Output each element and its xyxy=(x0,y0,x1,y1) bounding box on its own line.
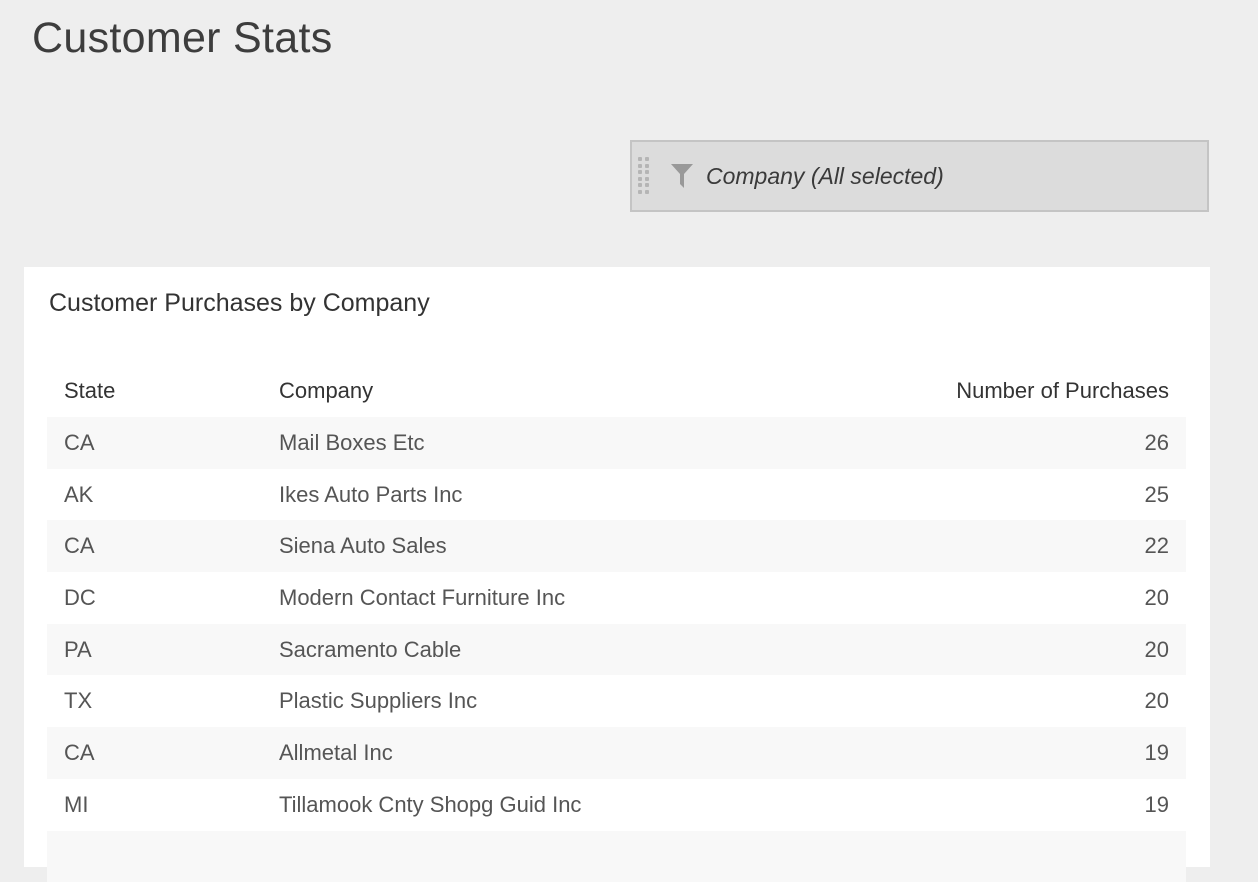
cell-purchases: 22 xyxy=(794,520,1186,572)
cell-state: TX xyxy=(47,675,279,727)
cell-purchases: 20 xyxy=(794,624,1186,676)
cell-purchases: 25 xyxy=(794,469,1186,521)
table-row[interactable]: MI Tillamook Cnty Shopg Guid Inc 19 xyxy=(47,779,1186,831)
table-row[interactable]: DC Modern Contact Furniture Inc 20 xyxy=(47,572,1186,624)
cell-state: CA xyxy=(47,520,279,572)
table-row[interactable]: AK Ikes Auto Parts Inc 25 xyxy=(47,469,1186,521)
cell-company: Plastic Suppliers Inc xyxy=(279,675,794,727)
column-header-company[interactable]: Company xyxy=(279,365,794,417)
cell-purchases: 19 xyxy=(794,779,1186,831)
cell-company: Modern Contact Furniture Inc xyxy=(279,572,794,624)
table-row[interactable]: CA Siena Auto Sales 22 xyxy=(47,520,1186,572)
cell-company: Sacramento Cable xyxy=(279,624,794,676)
cell-company xyxy=(279,831,794,882)
cell-state: DC xyxy=(47,572,279,624)
cell-company: Allmetal Inc xyxy=(279,727,794,779)
page-title: Customer Stats xyxy=(32,14,333,63)
table-row[interactable]: PA Sacramento Cable 20 xyxy=(47,624,1186,676)
funnel-icon xyxy=(670,163,694,189)
cell-state: MI xyxy=(47,779,279,831)
cell-company: Mail Boxes Etc xyxy=(279,417,794,469)
cell-purchases: 20 xyxy=(794,675,1186,727)
cell-state: CA xyxy=(47,727,279,779)
cell-purchases: 26 xyxy=(794,417,1186,469)
cell-company: Siena Auto Sales xyxy=(279,520,794,572)
cell-state: PA xyxy=(47,624,279,676)
cell-state: CA xyxy=(47,417,279,469)
filter-label: Company (All selected) xyxy=(706,163,944,190)
cell-company: Ikes Auto Parts Inc xyxy=(279,469,794,521)
panel-title: Customer Purchases by Company xyxy=(49,289,430,318)
table-row[interactable]: CA Allmetal Inc 19 xyxy=(47,727,1186,779)
table-header-row: State Company Number of Purchases xyxy=(47,365,1186,417)
cell-purchases xyxy=(794,831,1186,882)
table-row[interactable]: TX Plastic Suppliers Inc 20 xyxy=(47,675,1186,727)
column-header-state[interactable]: State xyxy=(47,365,279,417)
column-header-purchases[interactable]: Number of Purchases xyxy=(794,365,1186,417)
table-row[interactable]: CA Mail Boxes Etc 26 xyxy=(47,417,1186,469)
company-filter[interactable]: Company (All selected) xyxy=(630,140,1209,212)
purchases-table: State Company Number of Purchases CA Mai… xyxy=(47,365,1186,882)
cell-state xyxy=(47,831,279,882)
cell-purchases: 19 xyxy=(794,727,1186,779)
cell-state: AK xyxy=(47,469,279,521)
table-row[interactable] xyxy=(47,831,1186,882)
customer-purchases-panel: Customer Purchases by Company State Comp… xyxy=(24,267,1210,867)
cell-purchases: 20 xyxy=(794,572,1186,624)
drag-handle-icon[interactable] xyxy=(638,157,650,195)
cell-company: Tillamook Cnty Shopg Guid Inc xyxy=(279,779,794,831)
